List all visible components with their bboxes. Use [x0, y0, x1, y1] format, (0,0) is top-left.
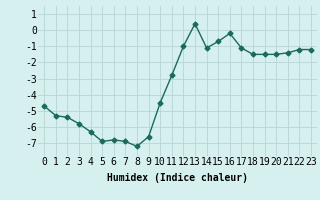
- X-axis label: Humidex (Indice chaleur): Humidex (Indice chaleur): [107, 173, 248, 183]
